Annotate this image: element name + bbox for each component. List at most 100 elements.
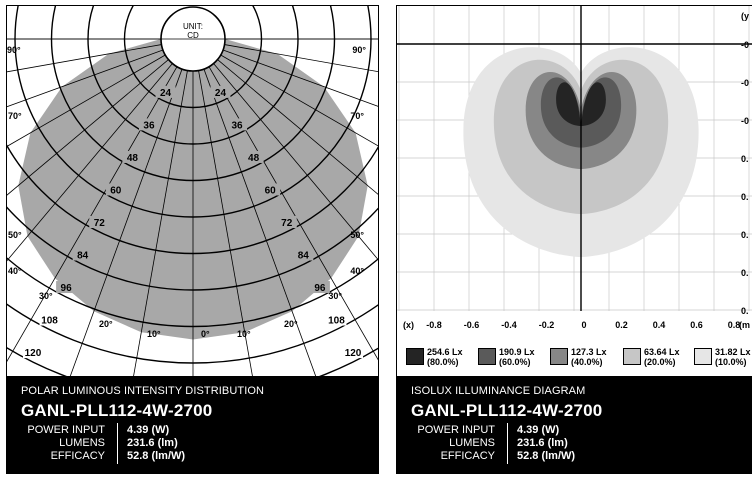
polar-chart: UNIT:CD 24 24 36 36 48 48 60 60 72 72 84 84 96 96 108 10… <box>7 6 378 376</box>
ring-value-label: 120 <box>345 348 362 359</box>
ring-value-label: 108 <box>328 316 345 327</box>
ring-label-bg <box>56 281 77 294</box>
angle-label: 10° <box>147 329 161 339</box>
angle-label: 30° <box>328 291 342 301</box>
radial-gridline <box>224 44 378 73</box>
x-axis-title: (x) <box>403 320 414 330</box>
legend-lux: 63.64 Lx <box>644 347 680 357</box>
ring-label-bg <box>227 118 248 131</box>
spec-separator <box>507 423 508 438</box>
ring-value-label: 72 <box>94 218 106 229</box>
ring-label-bg <box>326 313 347 326</box>
polar-lumens-row: LUMENS 231.6 (lm) <box>7 436 378 451</box>
radial-gridline <box>7 44 162 73</box>
isolux-power-row: POWER INPUT 4.39 (W) <box>397 423 752 438</box>
intensity-ring <box>7 206 378 291</box>
ring-label-bg <box>105 183 126 196</box>
ring-label-bg <box>22 346 43 359</box>
ring-value-label: 108 <box>41 316 58 327</box>
x-tick-label: 0.8 <box>728 320 741 330</box>
intensity-ring <box>7 144 378 255</box>
x-axis-unit: (m <box>739 320 750 330</box>
lumens-label: LUMENS <box>59 437 105 449</box>
radial-gridline <box>213 63 378 261</box>
legend-lux: 31.82 Lx <box>715 347 751 357</box>
x-tick-label: 0.4 <box>653 320 666 330</box>
angle-label: 90° <box>7 45 21 55</box>
ring-label-bg <box>309 281 330 294</box>
y-tick-label: 0. <box>741 230 749 240</box>
legend-lux: 254.6 Lx <box>427 347 463 357</box>
power-label: POWER INPUT <box>417 424 495 436</box>
ring-value-label: 120 <box>25 348 42 359</box>
ring-value-label: 36 <box>231 120 243 131</box>
isolux-lumens-row: LUMENS 231.6 (lm) <box>397 436 752 451</box>
legend-swatch <box>478 348 496 365</box>
ring-label-bg <box>122 150 143 163</box>
legend-swatch <box>623 348 641 365</box>
ring-label-bg <box>210 85 231 98</box>
intensity-ring <box>7 303 378 364</box>
legend-pct: (80.0%) <box>427 357 459 367</box>
power-value: 4.39 (W) <box>517 424 560 436</box>
ring-value-label: 60 <box>265 185 277 196</box>
radial-gridline <box>69 68 183 376</box>
x-tick-label: -0.2 <box>539 320 555 330</box>
legend-lux: 127.3 Lx <box>571 347 607 357</box>
angle-label: 70° <box>350 111 364 121</box>
polar-info-box: POLAR LUMINOUS INTENSITY DISTRIBUTION GA… <box>7 376 378 473</box>
ring-label-bg <box>155 85 176 98</box>
ring-label-bg <box>260 183 281 196</box>
x-tick-label: 0 <box>581 320 586 330</box>
legend-pct: (20.0%) <box>644 357 676 367</box>
radial-gridline <box>217 59 378 195</box>
x-tick-label: -0.4 <box>501 320 517 330</box>
radial-gridline <box>220 54 378 147</box>
y-tick-label: 0. <box>741 192 749 202</box>
legend-swatch <box>406 348 424 365</box>
isolux-diagram-panel: (y -0 -0 -0 0. 0. 0. 0. 0. (x) -0.8 -0.6 -0.4 -0.2 0 0.… <box>396 5 752 474</box>
legend-swatch <box>550 348 568 365</box>
x-tick-label: 0.6 <box>690 320 703 330</box>
y-tick-label: -0 <box>741 40 749 50</box>
polar-power-row: POWER INPUT 4.39 (W) <box>7 423 378 438</box>
ring-value-label: 48 <box>248 153 260 164</box>
ring-label-bg <box>276 215 297 228</box>
angle-label: 30° <box>39 291 53 301</box>
intensity-ring <box>7 257 378 328</box>
angle-label: 0° <box>201 329 210 339</box>
ring-label-bg <box>72 248 93 261</box>
lumens-label: LUMENS <box>449 437 495 449</box>
legend-pct: (60.0%) <box>499 357 531 367</box>
ring-value-label: 24 <box>160 88 172 99</box>
radial-gridline <box>7 54 166 147</box>
efficacy-label: EFFICACY <box>50 450 105 462</box>
power-value: 4.39 (W) <box>127 424 170 436</box>
isolux-contour <box>556 82 606 127</box>
radial-gridline <box>7 49 164 108</box>
radial-gridline <box>198 70 253 376</box>
angle-label: 50° <box>8 230 22 240</box>
power-label: POWER INPUT <box>27 424 105 436</box>
unit-label: UNIT: <box>183 22 203 31</box>
ring-label-bg <box>138 118 159 131</box>
spec-separator <box>117 436 118 451</box>
radial-gridline <box>7 63 173 262</box>
angle-label: 40° <box>350 266 364 276</box>
lumens-value: 231.6 (lm) <box>517 437 568 449</box>
polar-efficacy-row: EFFICACY 52.8 (lm/W) <box>7 449 378 464</box>
y-tick-label: -0 <box>741 116 749 126</box>
angle-label: 20° <box>284 319 298 329</box>
ring-value-label: 36 <box>143 120 155 131</box>
ring-label-bg <box>343 346 364 359</box>
x-tick-label: -0.8 <box>426 320 442 330</box>
legend-swatch <box>694 348 712 365</box>
x-tick-label: 0.2 <box>615 320 628 330</box>
radial-gridline <box>203 68 317 376</box>
y-tick-label: -0 <box>741 78 749 88</box>
efficacy-value: 52.8 (lm/W) <box>127 450 186 462</box>
spec-separator <box>507 449 508 464</box>
efficacy-label: EFFICACY <box>440 450 495 462</box>
angle-label: 40° <box>8 266 22 276</box>
ring-value-label: 96 <box>61 283 73 294</box>
